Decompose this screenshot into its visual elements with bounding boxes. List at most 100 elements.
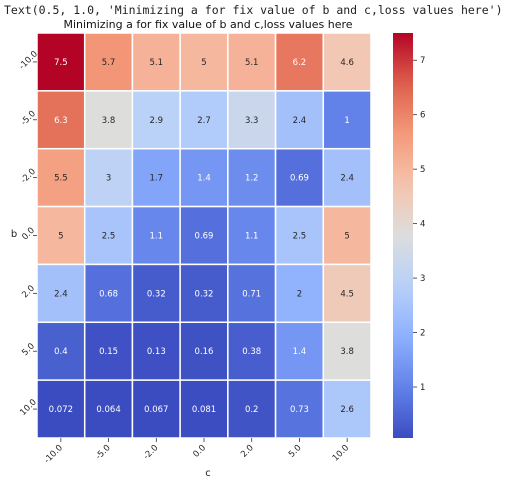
cell-value-label: 7.5 — [54, 58, 68, 68]
y-tick-label: 2.0 — [20, 284, 37, 301]
cell-value-label: 2.5 — [293, 232, 307, 242]
heatmap-cell — [179, 90, 229, 150]
cell-value-label: 0.69 — [195, 232, 214, 242]
cell-value-label: 1.4 — [197, 174, 211, 184]
cell-value-label: 0.73 — [290, 405, 309, 415]
cell-value-label: 0.2 — [245, 405, 259, 415]
cell-value-label: 0.32 — [147, 289, 166, 299]
x-axis-ticks: -10.0 -5.0 -2.0 0.0 2.0 5.0 10.0 — [42, 438, 351, 466]
cell-value-label: 1 — [344, 116, 349, 126]
heatmap-cell — [131, 90, 181, 150]
cell-value-label: 5.5 — [54, 174, 68, 184]
cell-value-label: 2 — [297, 289, 302, 299]
cell-value-label: 3.8 — [102, 116, 116, 126]
heatmap-cell — [83, 90, 134, 150]
heatmap-cell — [179, 205, 229, 266]
cell-value-label: 2.4 — [340, 174, 354, 184]
cell-value-label: 5.1 — [150, 58, 164, 68]
heatmap-cell — [179, 379, 229, 439]
heatmap-cell — [274, 205, 325, 266]
heatmap-cell — [274, 147, 325, 208]
cell-value-label: 2.4 — [293, 116, 307, 126]
cell-value-label: 5 — [201, 58, 206, 68]
heatmap-cell — [227, 263, 277, 324]
cell-value-label: 0.68 — [99, 289, 118, 299]
chart-title: Minimizing a for fix value of b and c,lo… — [63, 18, 352, 31]
cell-value-label: 1.1 — [150, 232, 164, 242]
colorbar-tick-label: 5 — [420, 165, 425, 175]
cell-value-label: 5 — [58, 232, 63, 242]
colorbar-tick-label: 6 — [420, 111, 425, 121]
cell-value-label: 2.9 — [150, 116, 164, 126]
cell-value-label: 0.081 — [192, 405, 216, 415]
colorbar-tick-label: 4 — [420, 220, 425, 230]
heatmap-cell — [131, 321, 181, 381]
colorbar-ticks: 1 2 3 4 5 6 7 — [413, 56, 425, 393]
cell-value-label: 3 — [106, 174, 111, 184]
heatmap-cell — [83, 321, 134, 381]
y-tick-label: -2.0 — [19, 167, 38, 186]
heatmap-cell — [322, 321, 372, 381]
cell-value-label: 4.6 — [340, 58, 354, 68]
heatmap-cell — [322, 147, 372, 208]
heatmap-cells: 7.5 5.7 5.1 5 5.1 6.2 4.6 6.3 3.8 2.9 2.7 3.3 2.4 1 5.… — [36, 32, 372, 439]
heatmap-cell — [83, 263, 134, 324]
cell-value-label: 0.15 — [99, 347, 118, 357]
x-tick-label: 0.0 — [191, 443, 208, 460]
cell-value-label: 0.4 — [54, 347, 68, 357]
cell-value-label: 0.072 — [49, 405, 73, 415]
heatmap-cell — [36, 147, 86, 208]
heatmap-cell — [131, 205, 181, 266]
heatmap-cell — [322, 263, 372, 324]
heatmap-cell — [322, 205, 372, 266]
cell-output-text: Text(0.5, 1.0, 'Minimizing a for fix val… — [4, 3, 503, 17]
cell-value-label: 1.7 — [150, 174, 164, 184]
x-tick-label: 5.0 — [287, 443, 304, 460]
cell-value-label: 2.4 — [54, 289, 68, 299]
cell-value-label: 5 — [344, 232, 349, 242]
cell-value-label: 0.13 — [147, 347, 166, 357]
cell-value-label: 0.38 — [242, 347, 261, 357]
x-tick-label: 10.0 — [331, 443, 351, 463]
heatmap-cell — [227, 321, 277, 381]
heatmap-cell — [131, 32, 181, 92]
cell-value-label: 2.5 — [102, 232, 116, 242]
heatmap-cell — [179, 32, 229, 92]
cell-value-label: 6.2 — [293, 58, 307, 68]
y-axis-label: b — [11, 229, 17, 240]
x-tick-label: -10.0 — [42, 443, 65, 466]
heatmap-cell — [83, 205, 134, 266]
colorbar-tick-label: 1 — [420, 383, 425, 393]
heatmap-cell — [227, 379, 277, 439]
y-tick-label: -5.0 — [19, 109, 38, 128]
cell-value-label: 3.3 — [245, 116, 259, 126]
colorbar — [393, 33, 413, 438]
cell-value-label: 1.1 — [245, 232, 259, 242]
x-tick-label: -5.0 — [94, 443, 113, 462]
cell-value-label: 2.7 — [197, 116, 211, 126]
heatmap-cell — [322, 90, 372, 150]
y-tick-label: 0.0 — [20, 226, 37, 243]
heatmap-cell — [322, 379, 372, 439]
cell-value-label: 1.4 — [293, 347, 307, 357]
cell-value-label: 2.6 — [340, 405, 354, 415]
cell-value-label: 0.69 — [290, 174, 309, 184]
heatmap-cell — [227, 32, 277, 92]
heatmap-cell — [83, 32, 134, 92]
y-tick-label: 5.0 — [20, 341, 37, 358]
colorbar-tick-label: 3 — [420, 274, 425, 284]
heatmap-cell — [322, 32, 372, 92]
cell-value-label: 4.5 — [340, 289, 354, 299]
heatmap-cell — [274, 263, 325, 324]
x-tick-label: -2.0 — [142, 443, 161, 462]
cell-value-label: 0.16 — [195, 347, 214, 357]
x-axis-label: c — [205, 468, 211, 479]
cell-value-label: 6.3 — [54, 116, 68, 126]
cell-value-label: 3.8 — [340, 347, 354, 357]
cell-value-label: 0.32 — [195, 289, 214, 299]
colorbar-tick-label: 7 — [420, 56, 425, 66]
heatmap-cell — [83, 379, 134, 439]
cell-value-label: 0.71 — [242, 289, 261, 299]
x-tick-label: 2.0 — [239, 443, 256, 460]
